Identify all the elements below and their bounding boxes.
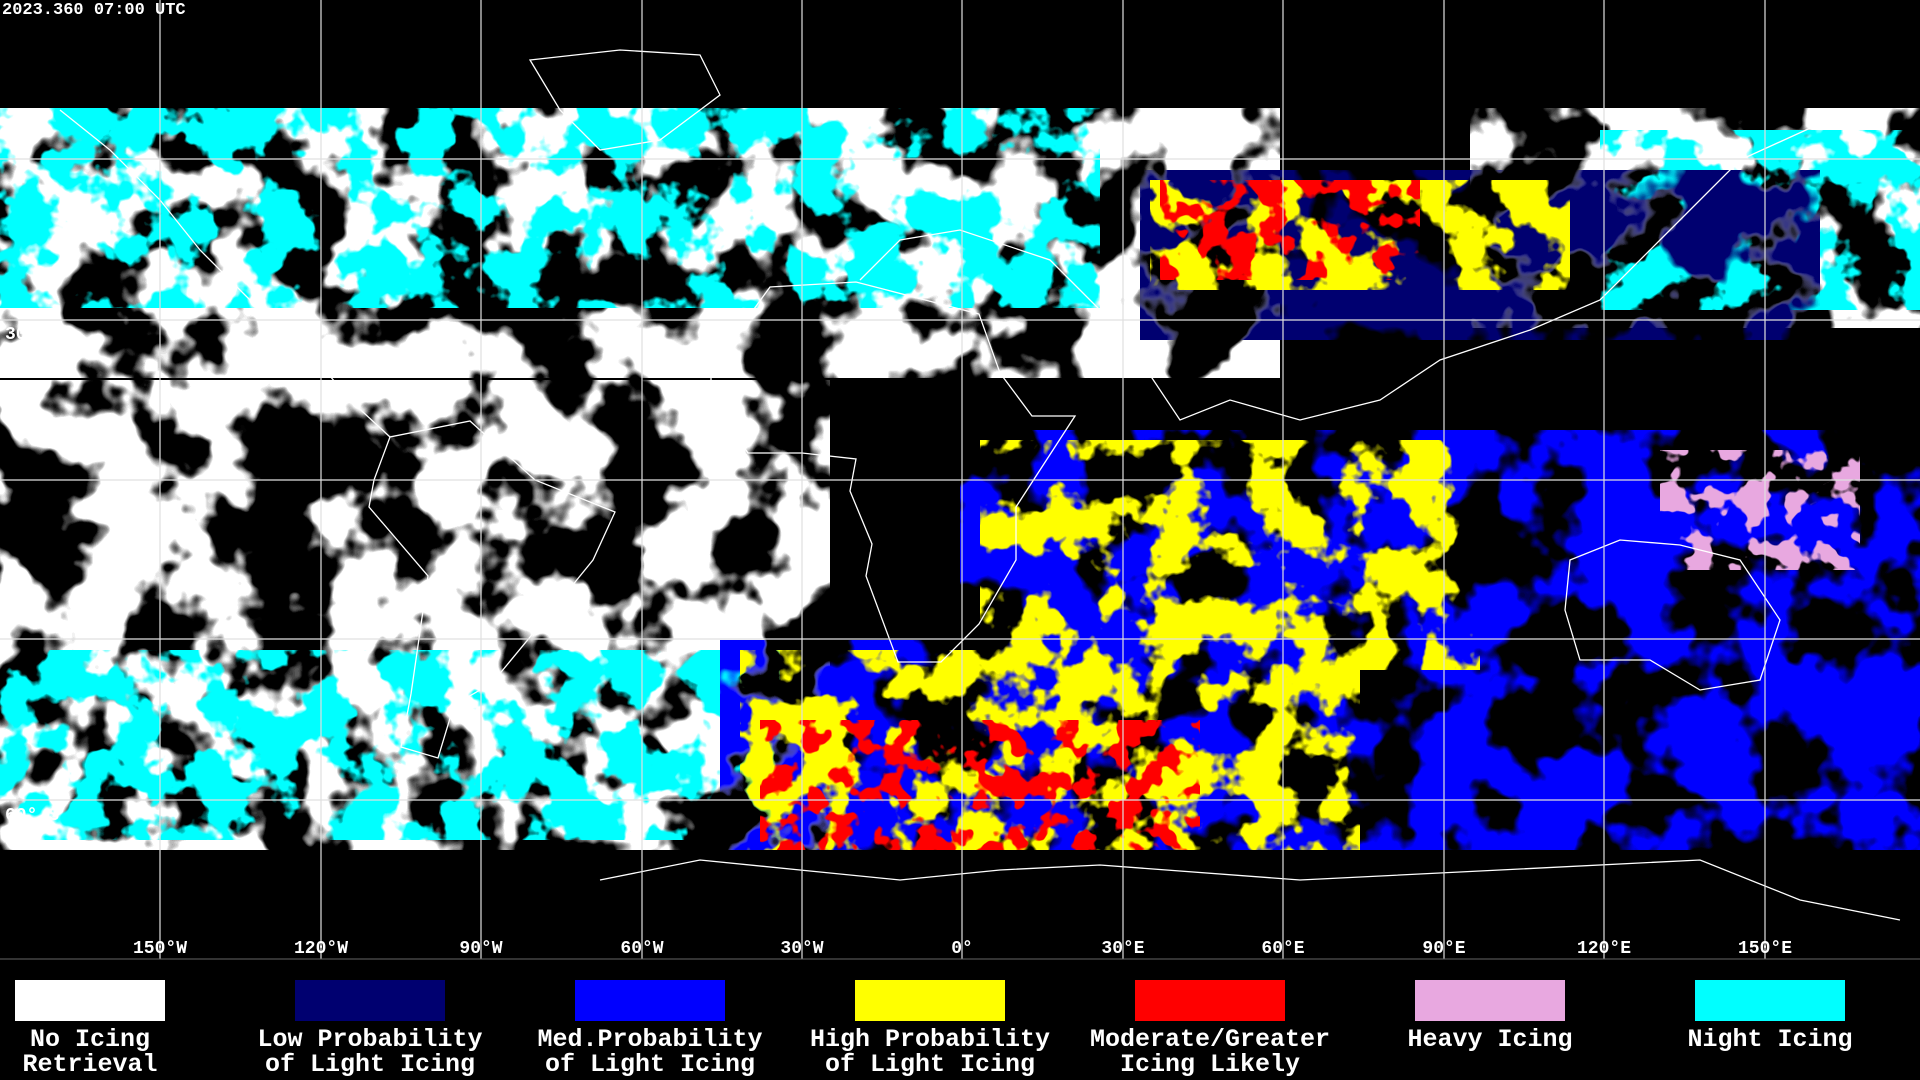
coastline bbox=[599, 859, 1901, 921]
heavy-icing bbox=[1660, 450, 1860, 570]
legend-swatch bbox=[1695, 980, 1845, 1021]
legend-label: of Light Icing bbox=[265, 1050, 475, 1079]
legend-label: Low Probability bbox=[257, 1025, 482, 1054]
longitude-label: 120°W bbox=[294, 939, 348, 959]
legend-label: of Light Icing bbox=[545, 1050, 755, 1079]
legend-label: No Icing bbox=[30, 1025, 150, 1054]
longitude-label: 90°E bbox=[1422, 939, 1465, 959]
longitude-label: 30°E bbox=[1101, 939, 1144, 959]
coastline bbox=[859, 109, 1851, 421]
longitude-label: 0° bbox=[951, 939, 973, 959]
longitude-label: 90°W bbox=[459, 939, 502, 959]
night-icing bbox=[0, 108, 1100, 308]
legend-label: Heavy Icing bbox=[1407, 1025, 1572, 1054]
cloud-south-night bbox=[0, 650, 780, 840]
legend-swatch bbox=[295, 980, 445, 1021]
longitude-label: 30°W bbox=[780, 939, 823, 959]
latitude-label: 60° S bbox=[5, 806, 59, 826]
legend-label: Retrieval bbox=[22, 1050, 157, 1079]
coastline bbox=[528, 49, 721, 151]
legend-label: Night Icing bbox=[1687, 1025, 1852, 1054]
longitude-label: 120°E bbox=[1577, 939, 1631, 959]
legend-swatch bbox=[1415, 980, 1565, 1021]
moderate-icing bbox=[760, 720, 1200, 850]
night-icing bbox=[0, 650, 780, 840]
longitude-label: 150°W bbox=[133, 939, 187, 959]
coastline bbox=[368, 420, 616, 759]
icing-moderate bbox=[760, 180, 1860, 850]
longitude-labels: 150°W 120°W 90°W 60°W 30°W 0° 30°E 60°E 90°E 120°… bbox=[133, 939, 1792, 959]
longitude-label: 60°E bbox=[1261, 939, 1304, 959]
legend-swatch bbox=[575, 980, 725, 1021]
legend-swatch bbox=[855, 980, 1005, 1021]
legend-label: Icing Likely bbox=[1120, 1050, 1300, 1079]
latitude-label: 30° N bbox=[5, 325, 59, 345]
coastline bbox=[710, 281, 1077, 663]
moderate-icing bbox=[1160, 180, 1420, 280]
legend-swatch bbox=[15, 980, 165, 1021]
coastlines bbox=[59, 49, 1901, 921]
coastline bbox=[59, 109, 391, 438]
longitude-label: 60°W bbox=[620, 939, 663, 959]
high-icing bbox=[980, 440, 1480, 670]
longitude-label: 150°E bbox=[1738, 939, 1792, 959]
legend-swatch bbox=[1135, 980, 1285, 1021]
legend-label: of Light Icing bbox=[825, 1050, 1035, 1079]
legend-label: Med.Probability bbox=[537, 1025, 762, 1054]
graticule bbox=[0, 0, 1920, 959]
timestamp: 2023.360 07:00 UTC bbox=[2, 1, 186, 20]
coastline bbox=[1564, 539, 1781, 691]
legend-label: Moderate/Greater bbox=[1090, 1025, 1330, 1054]
legend-label: High Probability bbox=[810, 1025, 1050, 1054]
